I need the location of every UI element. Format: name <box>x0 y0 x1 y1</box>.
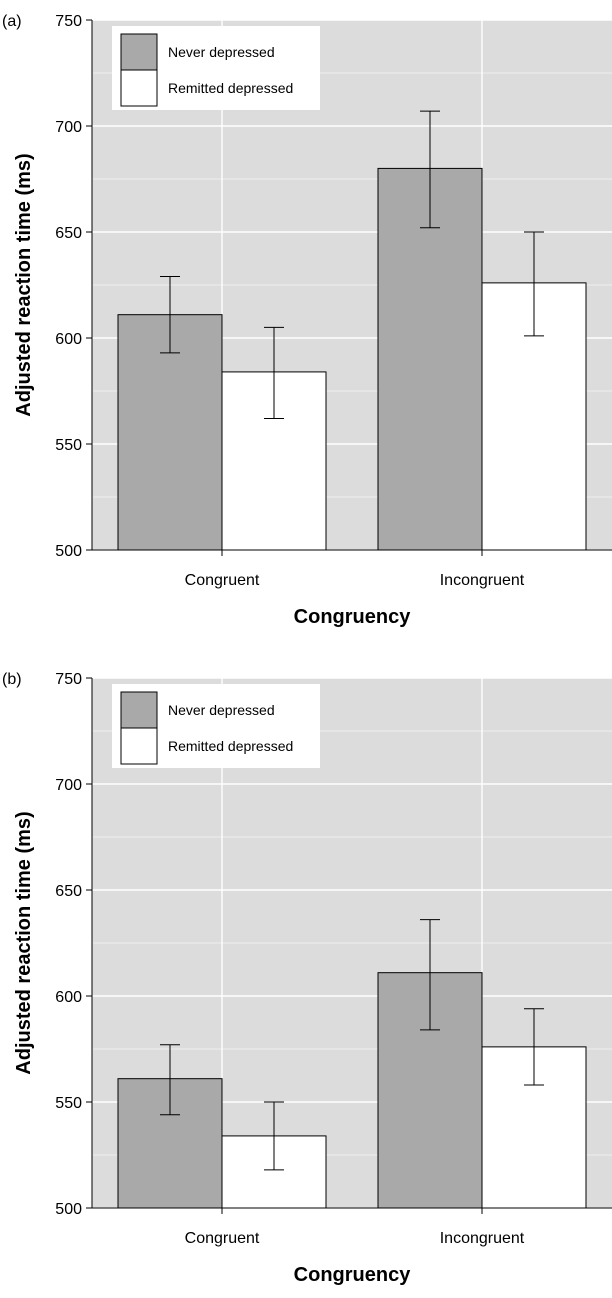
error-bar <box>160 1044 180 1116</box>
x-axis-title: Congruency <box>294 606 412 628</box>
y-tick-label: 750 <box>55 671 82 688</box>
x-tick-label: Congruent <box>185 572 260 589</box>
chart-panel-a: 500 550 600 650 700 750 Congruent Incongruent Co… <box>0 0 612 640</box>
legend-entry: Never depressed <box>168 702 275 718</box>
x-tick-label: Incongruent <box>440 572 525 589</box>
y-tick-label: 600 <box>55 989 82 1006</box>
y-tick-label: 600 <box>55 331 82 348</box>
y-tick-label: 500 <box>55 543 82 560</box>
y-tick-label: 550 <box>55 1095 82 1112</box>
bar-incongruent-never-depressed <box>377 167 483 551</box>
x-axis-title: Congruency <box>294 1264 412 1286</box>
y-axis-title: Adjusted reaction time (ms) <box>13 811 35 1074</box>
y-tick-label: 750 <box>55 13 82 30</box>
error-bar <box>524 1008 544 1086</box>
error-bar <box>264 326 284 420</box>
x-tick-label: Incongruent <box>440 1230 525 1247</box>
chart-panel-b: 500 550 600 650 700 750 Congruent Incongruent Co… <box>0 658 612 1298</box>
bar-chart: 500 550 600 650 700 750 Congruent Incongruent Co… <box>2 671 612 1286</box>
legend-swatch <box>120 727 158 765</box>
y-axis-title: Adjusted reaction time (ms) <box>13 153 35 416</box>
y-tick-label: 550 <box>55 437 82 454</box>
legend-entry: Never depressed <box>168 44 275 60</box>
legend-entry: Remitted depressed <box>168 738 293 754</box>
error-bar <box>160 276 180 354</box>
panel-label: (a) <box>2 13 22 30</box>
y-tick-label: 500 <box>55 1201 82 1218</box>
legend: Never depressed Remitted depressed <box>112 26 320 110</box>
x-tick-label: Congruent <box>185 1230 260 1247</box>
legend-entry: Remitted depressed <box>168 80 293 96</box>
legend-swatch <box>120 69 158 107</box>
panel-label: (b) <box>2 671 22 688</box>
error-bar <box>420 110 440 229</box>
y-tick-label: 650 <box>55 225 82 242</box>
y-tick-label: 700 <box>55 777 82 794</box>
error-bar <box>420 919 440 1031</box>
y-tick-label: 650 <box>55 883 82 900</box>
error-bar <box>524 231 544 337</box>
legend-swatch <box>120 691 158 729</box>
legend: Never depressed Remitted depressed <box>112 684 320 768</box>
bar-chart: 500 550 600 650 700 750 Congruent Incongruent Co… <box>2 13 612 628</box>
error-bar <box>264 1101 284 1171</box>
legend-swatch <box>120 33 158 71</box>
bar-congruent-never-depressed <box>117 314 223 551</box>
y-tick-label: 700 <box>55 119 82 136</box>
